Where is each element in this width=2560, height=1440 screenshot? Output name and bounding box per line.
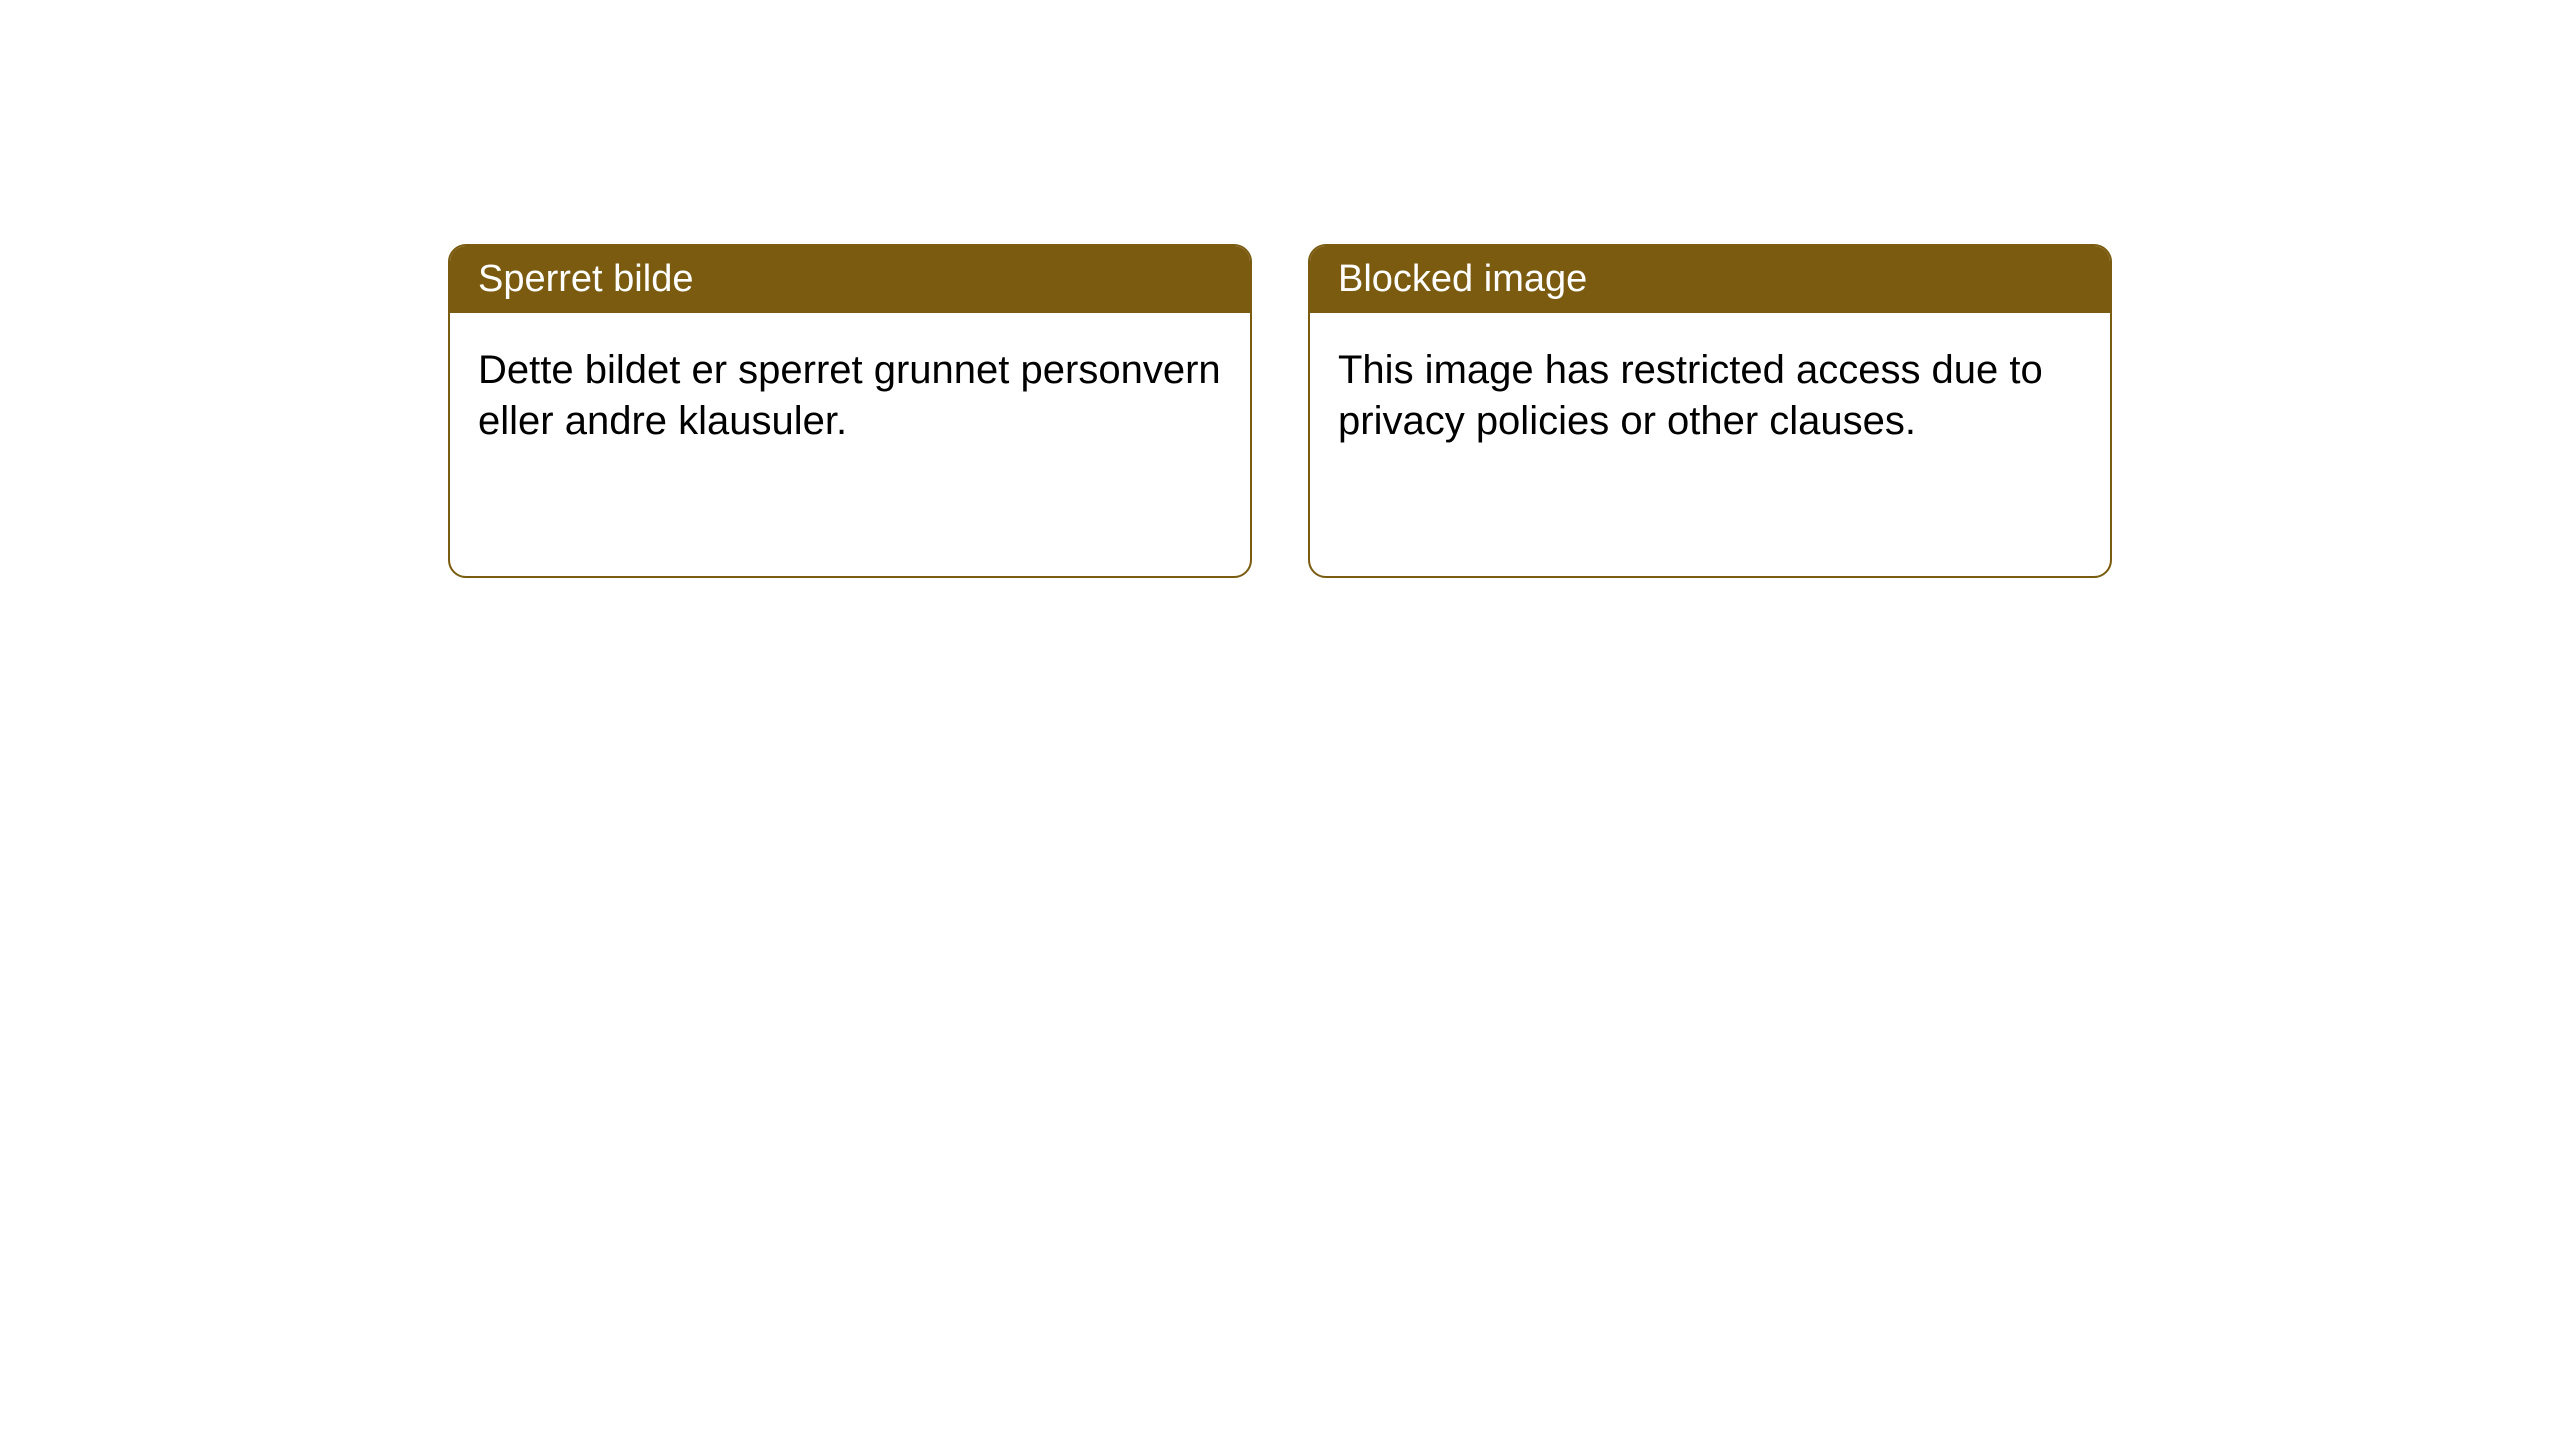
card-header: Blocked image <box>1310 246 2110 313</box>
card-header: Sperret bilde <box>450 246 1250 313</box>
card-title: Blocked image <box>1338 258 1587 300</box>
notice-card-norwegian: Sperret bilde Dette bildet er sperret gr… <box>448 244 1252 578</box>
card-body: Dette bildet er sperret grunnet personve… <box>450 313 1250 479</box>
notice-container: Sperret bilde Dette bildet er sperret gr… <box>0 0 2560 578</box>
card-body-text: This image has restricted access due to … <box>1338 348 2043 443</box>
card-body-text: Dette bildet er sperret grunnet personve… <box>478 348 1221 443</box>
card-body: This image has restricted access due to … <box>1310 313 2110 479</box>
card-title: Sperret bilde <box>478 258 693 300</box>
notice-card-english: Blocked image This image has restricted … <box>1308 244 2112 578</box>
